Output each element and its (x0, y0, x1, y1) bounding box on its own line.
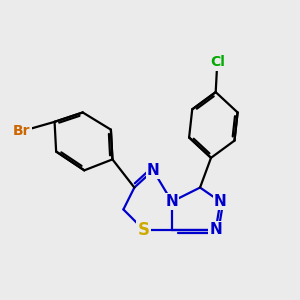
Text: N: N (214, 194, 227, 209)
Text: N: N (209, 222, 222, 237)
Text: N: N (166, 194, 178, 209)
Text: Br: Br (13, 124, 31, 138)
Text: N: N (147, 163, 160, 178)
Text: Cl: Cl (210, 56, 225, 69)
Text: S: S (138, 221, 150, 239)
